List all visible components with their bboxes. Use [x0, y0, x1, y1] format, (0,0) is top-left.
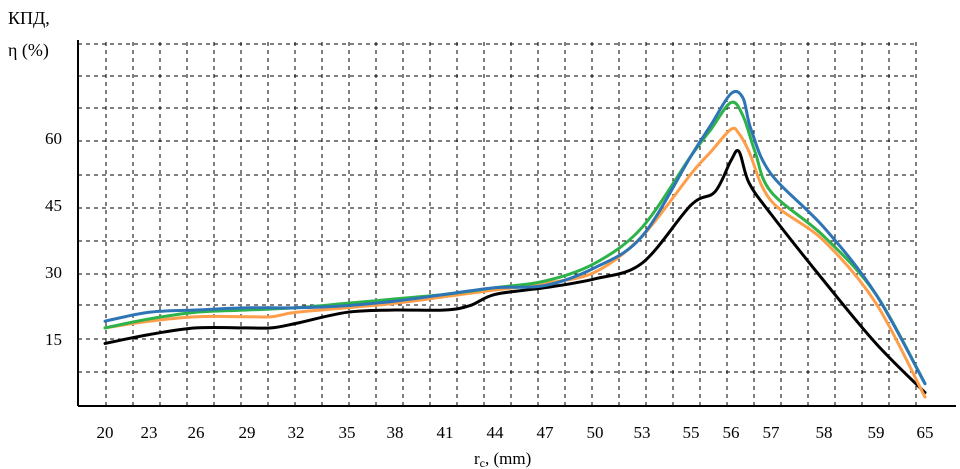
series-line-3 — [103, 100, 927, 386]
x-tick-label: 20 — [97, 423, 114, 442]
x-tick-label: 56 — [723, 423, 740, 442]
x-tick-label: 53 — [634, 423, 651, 442]
series-line-1 — [103, 148, 927, 395]
y-tick-label: 60 — [45, 129, 62, 148]
series-line-2 — [103, 126, 927, 399]
x-axis-title-unit: , (mm) — [485, 449, 531, 468]
grid — [78, 42, 917, 406]
x-tick-labels: 20 23 26 29 32 35 38 41 44 47 50 53 55 56 57 58 59 65 — [97, 423, 934, 442]
x-tick-label: 47 — [537, 423, 555, 442]
x-tick-label: 55 — [683, 423, 700, 442]
y-tick-labels: 15 30 45 60 — [45, 129, 62, 349]
series-line-4 — [103, 89, 927, 386]
x-tick-label: 35 — [339, 423, 356, 442]
y-tick-label: 15 — [45, 330, 62, 349]
x-tick-label: 65 — [917, 423, 934, 442]
y-axis-title-line2: η (%) — [8, 40, 49, 61]
x-axis-title-main: r — [474, 449, 480, 468]
x-tick-label: 26 — [188, 423, 205, 442]
series-group — [103, 89, 927, 399]
x-tick-label: 41 — [437, 423, 454, 442]
x-tick-label: 23 — [141, 423, 158, 442]
axes — [77, 40, 956, 407]
x-tick-label: 58 — [816, 423, 833, 442]
x-tick-label: 38 — [387, 423, 404, 442]
x-tick-label: 32 — [288, 423, 305, 442]
x-tick-label: 29 — [239, 423, 256, 442]
y-tick-label: 45 — [45, 196, 62, 215]
y-axis-title-line1: КПД, — [8, 8, 50, 28]
x-tick-label: 57 — [763, 423, 781, 442]
x-tick-label: 59 — [868, 423, 885, 442]
x-axis-title-subscript: c — [480, 456, 485, 469]
y-tick-label: 30 — [45, 263, 62, 282]
x-tick-label: 44 — [487, 423, 505, 442]
x-axis-title: rc, (mm) — [474, 449, 531, 469]
x-tick-label: 50 — [587, 423, 604, 442]
